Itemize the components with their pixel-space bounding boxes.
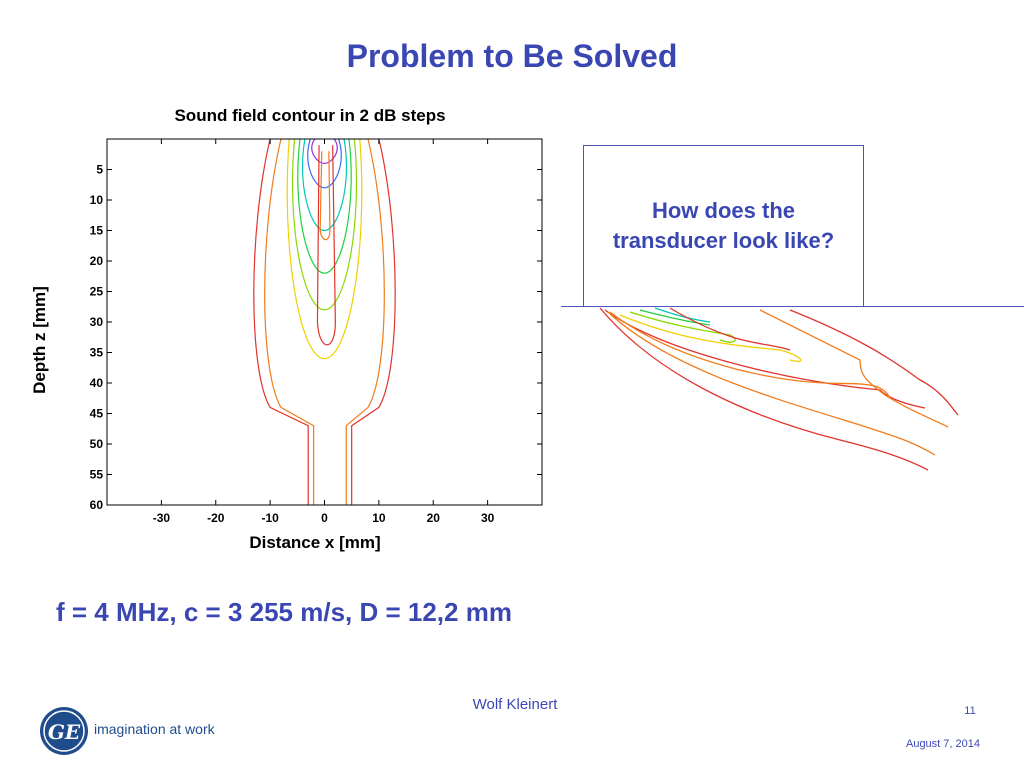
y-tick-label: 55 (90, 468, 104, 482)
x-ticks: -30 -20 -10 0 10 20 30 (153, 139, 495, 525)
tilted-contour-red-outer (599, 307, 929, 471)
tilted-contour-green-2 (639, 309, 711, 326)
x-tick-label: 10 (372, 511, 386, 525)
slide-title: Problem to Be Solved (346, 38, 678, 74)
y-tick-label: 30 (90, 315, 104, 329)
tilted-contour-yellow (619, 314, 802, 362)
tilted-contour-red-core (669, 307, 791, 351)
logo-text: GE (48, 720, 81, 744)
x-tick-label: 30 (481, 511, 495, 525)
y-tick-label: 60 (90, 498, 104, 512)
chart-title: Sound field contour in 2 dB steps (174, 106, 446, 125)
contour-line-core (316, 145, 336, 346)
y-tick-label: 15 (90, 224, 104, 238)
tilted-contour-red-upper (789, 309, 959, 416)
slide-date: August 7, 2014 (905, 738, 980, 750)
y-ticks: 5 10 15 20 25 30 35 40 45 50 55 60 (90, 163, 542, 512)
contour-line (264, 138, 385, 505)
contour-line (291, 138, 358, 311)
x-axis-label: Distance x [mm] (249, 533, 381, 552)
contour-line (311, 138, 338, 165)
plot-frame (106, 138, 543, 506)
contour-line (297, 138, 352, 274)
tilted-contour-red-inner (604, 309, 926, 409)
page-number: 11 (964, 705, 976, 717)
tilted-contour-orange-outer (607, 311, 936, 456)
contour-line (253, 138, 396, 505)
ge-logo-icon: GE (40, 707, 88, 755)
y-tick-label: 45 (90, 407, 104, 421)
y-tick-label: 35 (90, 346, 104, 360)
contour-line-core-inner (319, 151, 331, 241)
contour-chart: -30 -20 -10 0 10 20 30 5 10 15 20 25 30 35 40 45 50 55 60 (90, 138, 543, 525)
y-tick-label: 5 (96, 163, 103, 177)
x-tick-label: -10 (261, 511, 279, 525)
author-name: Wolf Kleinert (472, 696, 558, 713)
y-tick-label: 10 (90, 193, 104, 207)
y-tick-label: 25 (90, 285, 104, 299)
tilted-sound-field-figure (599, 307, 959, 471)
tilted-contour-orange-upper (759, 309, 949, 428)
parameters-text: f = 4 MHz, c = 3 255 m/s, D = 12,2 mm (56, 597, 512, 627)
y-tick-label: 40 (90, 376, 104, 390)
contour-line (307, 138, 342, 189)
question-box: How does the transducer look like? (583, 145, 864, 307)
contour-lines (253, 138, 396, 505)
question-text: How does the transducer look like? (612, 198, 835, 253)
x-tick-label: 0 (321, 511, 328, 525)
y-tick-label: 20 (90, 254, 104, 268)
y-tick-label: 50 (90, 437, 104, 451)
contour-line (286, 138, 363, 360)
x-tick-label: -20 (207, 511, 225, 525)
y-axis-label: Depth z [mm] (30, 286, 49, 394)
x-tick-label: 20 (427, 511, 441, 525)
contour-line (301, 138, 348, 232)
x-tick-label: -30 (153, 511, 171, 525)
tilted-contour-orange-inner (609, 311, 891, 399)
tagline: imagination at work (94, 721, 215, 737)
